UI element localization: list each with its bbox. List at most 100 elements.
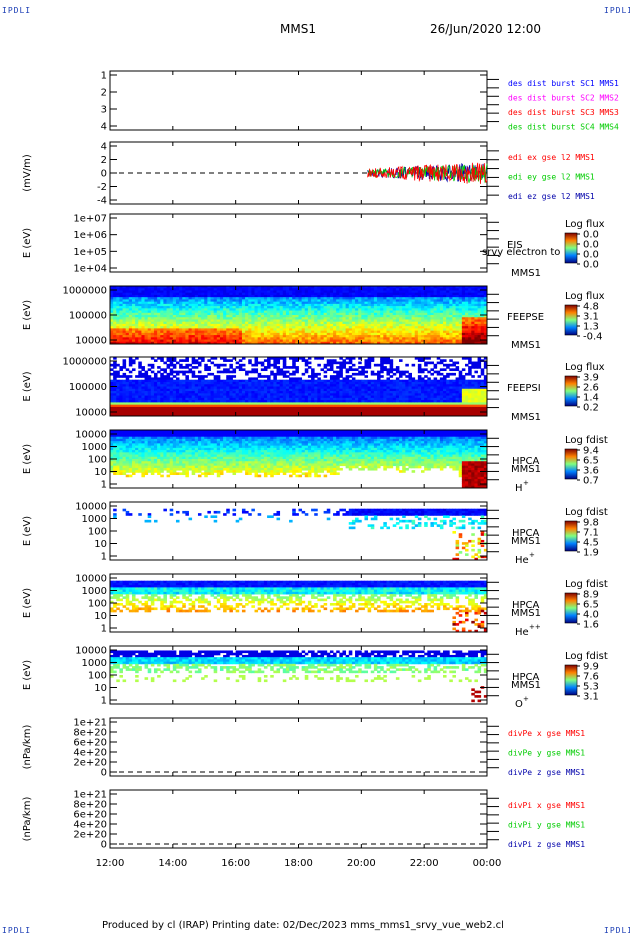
spectrogram-cell (320, 391, 324, 394)
spectrogram-cell (342, 393, 346, 396)
spectrogram-cell (236, 411, 240, 414)
spectrogram-cell (295, 393, 299, 396)
spectrogram-cell (170, 377, 174, 380)
spectrogram-cell (110, 328, 114, 331)
spectrogram-cell (154, 409, 158, 412)
spectrogram-cell (123, 375, 127, 378)
spectrogram-cell (229, 375, 233, 378)
spectrogram-cell (308, 391, 312, 394)
spectrogram-cell (182, 380, 186, 383)
spectrogram-cell (119, 368, 123, 371)
spectrogram-cell (129, 405, 133, 408)
spectrogram-cell (189, 405, 193, 408)
spectrogram-cell (314, 380, 318, 383)
spectrogram-cell (220, 402, 224, 405)
spectrogram-cell (248, 328, 252, 331)
spectrogram-cell (308, 393, 312, 396)
spectrogram-cell (355, 387, 359, 390)
spectrogram-cell (157, 405, 161, 408)
spectrogram-cell (201, 411, 205, 414)
spectrogram-cell (339, 387, 343, 390)
spectrogram-cell (336, 328, 340, 331)
spectrogram-cell (214, 396, 218, 399)
spectrogram-cell (452, 299, 456, 302)
spectrogram-cell (148, 396, 152, 399)
spectrogram-cell (443, 328, 447, 331)
spectrogram-cell (383, 328, 387, 331)
spectrogram-cell (170, 407, 174, 410)
spectrogram-cell (179, 389, 183, 392)
spectrogram-cell (302, 359, 306, 362)
spectrogram-cell (251, 411, 255, 414)
spectrogram-cell (355, 407, 359, 410)
spectrogram-cell (327, 387, 331, 390)
spectrogram-cell (242, 299, 246, 302)
spectrogram-cell (198, 398, 202, 401)
spectrogram-cell (141, 409, 145, 412)
spectrogram-cell (273, 405, 277, 408)
spectrogram-cell (126, 375, 130, 378)
spectrogram-cell (317, 396, 321, 399)
spectrogram-cell (141, 405, 145, 408)
spectrogram-cell (154, 402, 158, 405)
spectrogram-cell (132, 380, 136, 383)
spectrogram-cell (342, 366, 346, 369)
spectrogram-cell (302, 389, 306, 392)
spectrogram-cell (270, 409, 274, 412)
spectrogram-cell (320, 398, 324, 401)
spectrogram-cell (358, 380, 362, 383)
spectrogram-cell (173, 411, 177, 414)
spectrogram-cell (173, 391, 177, 394)
spectrogram-cell (380, 299, 384, 302)
spectrogram-cell (145, 391, 149, 394)
spectrogram-cell (145, 407, 149, 410)
spectrogram-cell (145, 411, 149, 414)
spectrogram-cell (346, 371, 350, 374)
spectrogram-cell (126, 407, 130, 410)
spectrogram-cell (223, 359, 227, 362)
spectrogram-cell (195, 389, 199, 392)
spectrogram-cell (264, 389, 268, 392)
spectrogram-cell (173, 396, 177, 399)
spectrogram-cell (201, 328, 205, 331)
spectrogram-cell (327, 328, 331, 331)
spectrogram-cell (355, 393, 359, 396)
spectrogram-cell (311, 396, 315, 399)
spectrogram-cell (132, 382, 136, 385)
spectrogram-cell (408, 328, 412, 331)
spectrogram-cell (135, 387, 139, 390)
spectrogram-cell (170, 387, 174, 390)
spectrogram-cell (302, 411, 306, 414)
spectrogram-cell (201, 299, 205, 302)
spectrogram-cell (305, 391, 309, 394)
spectrogram-cell (229, 393, 233, 396)
spectrogram-cell (157, 389, 161, 392)
spectrogram-cell (239, 407, 243, 410)
spectrogram-cell (346, 382, 350, 385)
spectrogram-cell (126, 405, 130, 408)
spectrogram-cell (151, 366, 155, 369)
spectrogram-cell (123, 380, 127, 383)
spectrogram-cell (248, 377, 252, 380)
spectrogram-cell (342, 382, 346, 385)
spectrogram-cell (481, 328, 485, 331)
spectrogram-cell (289, 402, 293, 405)
spectrogram-cell (135, 382, 139, 385)
spectrogram-cell (270, 407, 274, 410)
spectrogram-cell (160, 405, 164, 408)
spectrogram-cell (327, 364, 331, 367)
spectrogram-cell (245, 328, 249, 331)
spectrogram-cell (217, 409, 221, 412)
spectrogram-cell (157, 380, 161, 383)
spectrogram-cell (185, 409, 189, 412)
spectrogram-cell (305, 299, 309, 302)
spectrogram-cell (418, 299, 422, 302)
spectrogram-cell (198, 377, 202, 380)
spectrogram-cell (361, 411, 365, 414)
spectrogram-cell (135, 396, 139, 399)
spectrogram-cell (283, 364, 287, 367)
spectrogram-cell (148, 398, 152, 401)
spectrogram-cell (468, 328, 472, 331)
spectrogram-cell (214, 387, 218, 390)
spectrogram-cell (273, 393, 277, 396)
